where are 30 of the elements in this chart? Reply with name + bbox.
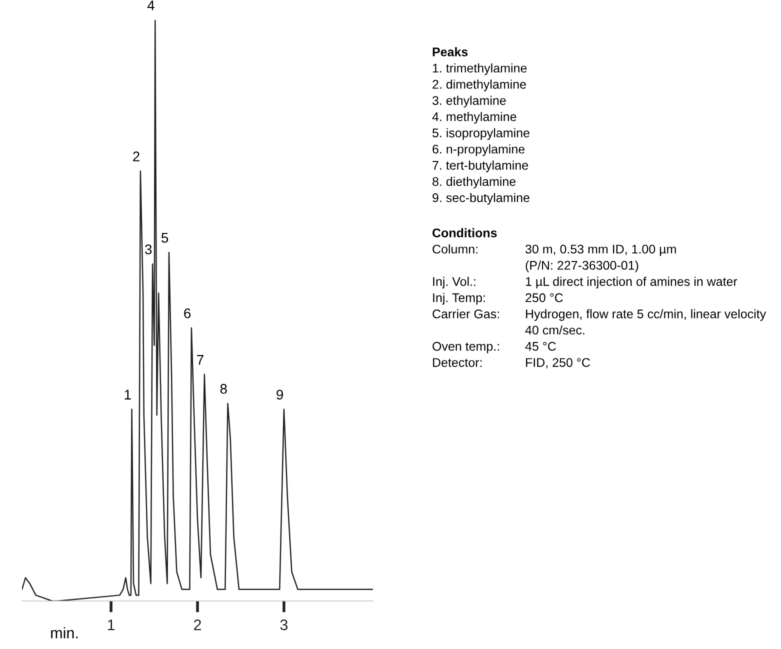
- annotation: 2: [133, 152, 140, 162]
- annotation: 3: [145, 244, 152, 254]
- annotation: 1: [124, 390, 131, 400]
- text: Oven temp.: 45 °C: [432, 342, 556, 354]
- text: Carrier Gas: Hydrogen, flow rate 5 cc/min, linear velocity 40 cm/sec.: [432, 309, 766, 335]
- text: 5. isopropylamine: [432, 128, 530, 140]
- text: 3. ethylamine: [432, 96, 506, 108]
- text: 1. trimethylamine: [432, 63, 527, 76]
- annotation: 4: [147, 0, 154, 10]
- text: 6. n-propylamine: [432, 144, 525, 156]
- text: Inj. Temp: 250 °C: [433, 292, 563, 305]
- text: 4. methylamine: [432, 112, 516, 124]
- text: 2. dimethylamine: [432, 80, 526, 92]
- text: 9. sec-butylamine: [432, 192, 530, 205]
- annotation: 8: [220, 384, 227, 394]
- text: Conditions: [432, 228, 497, 238]
- annotation: 6: [184, 308, 191, 318]
- annotation: 9: [276, 390, 283, 400]
- x-tick-label: 1: [108, 620, 115, 630]
- text: Peaks: [432, 47, 468, 56]
- x-tick-label: 3: [280, 619, 288, 630]
- x-axis-title: min.: [51, 627, 78, 638]
- text: Column: 30 m, 0.53 mm ID, 1.00 µm (P/N: 227-36300-01): [432, 244, 676, 272]
- annotation: 5: [162, 233, 168, 243]
- text: Inj. Vol.: 1 µL direct injection of amines in water: [433, 276, 738, 288]
- text: 8. diethylamine: [432, 176, 516, 188]
- x-tick-label: 2: [194, 619, 201, 630]
- text: Detector: FID, 250 °C: [433, 358, 590, 368]
- text: 7. tert-butylamine: [432, 160, 528, 172]
- annotation: 7: [197, 355, 204, 365]
